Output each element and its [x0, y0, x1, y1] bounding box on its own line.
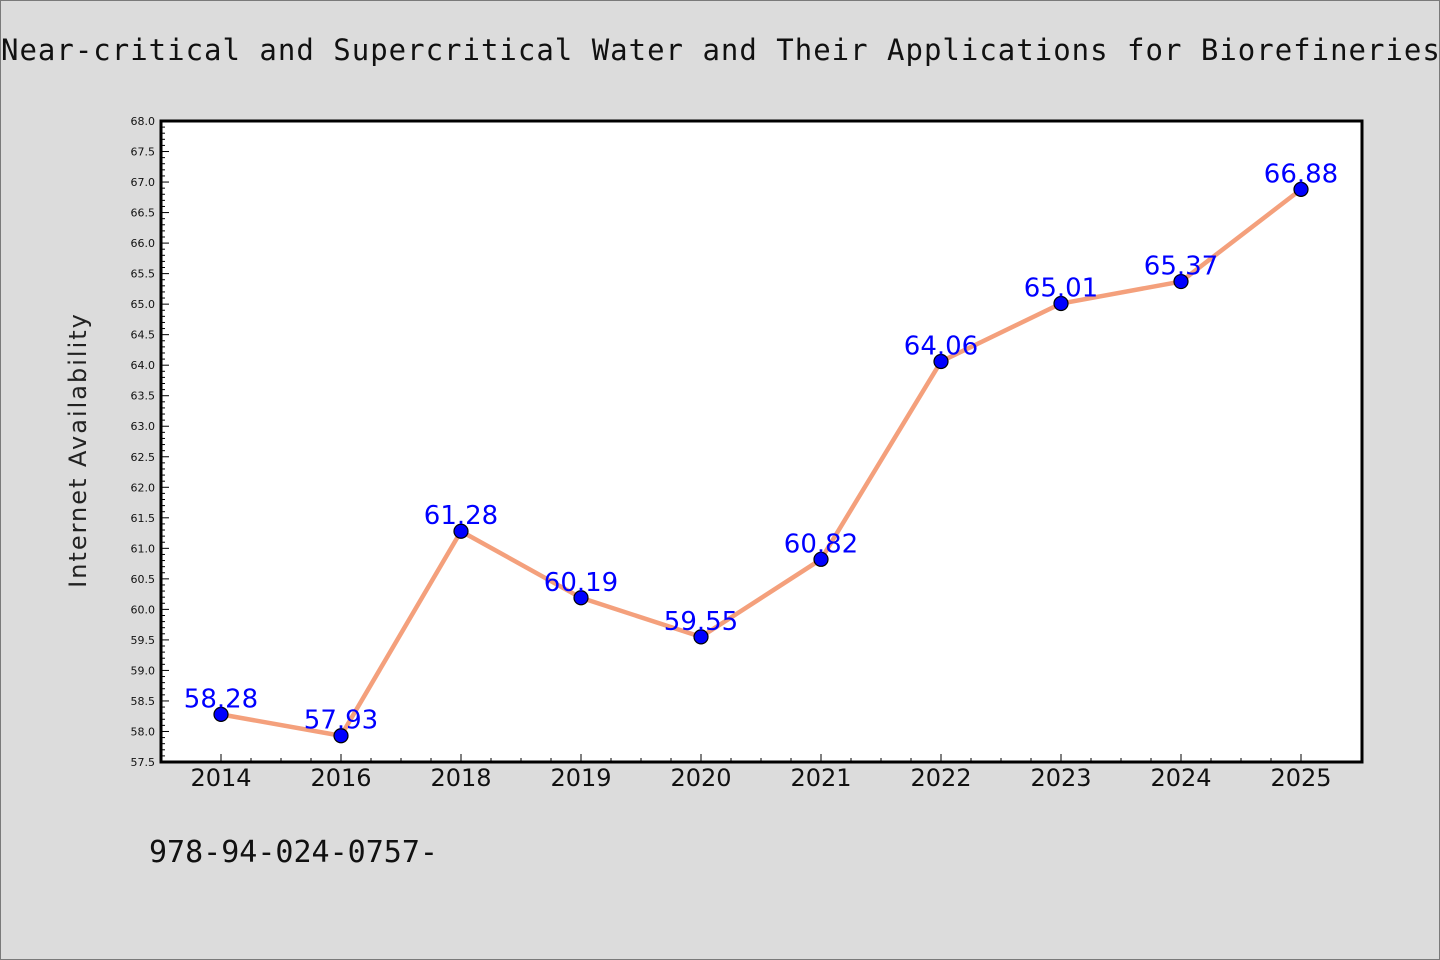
x-tick-label: 2025 — [1270, 764, 1331, 792]
data-point — [1293, 181, 1309, 197]
data-point — [933, 353, 949, 370]
data-label: 58.28 — [184, 684, 258, 714]
x-tick-label: 2020 — [670, 764, 731, 792]
y-tick-label: 63.0 — [131, 420, 156, 433]
chart-title: Near-critical and Supercritical Water an… — [1, 33, 1440, 67]
data-label: 65.37 — [1144, 252, 1218, 282]
data-label: 59.55 — [664, 607, 738, 637]
data-label: 57.93 — [304, 706, 378, 736]
y-tick-label: 57.5 — [131, 756, 156, 769]
y-tick-label: 67.5 — [131, 146, 156, 159]
y-tick-label: 62.0 — [131, 481, 156, 494]
y-tick-label: 65.5 — [131, 268, 156, 281]
data-label: 66.88 — [1264, 159, 1338, 189]
y-tick-label: 61.5 — [131, 512, 156, 525]
data-label: 65.01 — [1024, 274, 1098, 304]
data-point — [1053, 295, 1069, 312]
data-point — [453, 523, 469, 539]
data-point — [1173, 273, 1189, 290]
data-label: 60.19 — [544, 568, 618, 598]
x-tick-label: 2016 — [310, 764, 371, 792]
data-point — [693, 629, 709, 645]
series-line — [218, 187, 1304, 738]
y-tick-label: 61.0 — [131, 542, 156, 555]
data-label: 60.82 — [784, 529, 858, 559]
x-tick-label: 2014 — [190, 764, 251, 792]
y-tick-label: 65.0 — [131, 298, 156, 311]
data-point — [333, 728, 349, 744]
data-label: 64.06 — [904, 332, 978, 362]
data-label: 61.28 — [424, 501, 498, 531]
data-point — [813, 551, 829, 567]
y-tick-label: 64.5 — [131, 329, 156, 342]
x-tick-label: 2021 — [790, 764, 851, 792]
x-tick-label: 2023 — [1030, 764, 1091, 792]
y-tick-label: 64.0 — [131, 359, 156, 372]
y-tick-label: 59.5 — [131, 634, 156, 647]
plot-area — [161, 121, 1362, 762]
x-tick-label: 2018 — [430, 764, 491, 792]
y-tick-label: 66.5 — [131, 207, 156, 220]
y-tick-label: 60.0 — [131, 603, 156, 616]
y-tick-label: 63.5 — [131, 390, 156, 403]
y-tick-label: 58.5 — [131, 695, 156, 708]
y-tick-label: 58.0 — [131, 725, 156, 738]
y-tick-label: 62.5 — [131, 451, 156, 464]
footnote: 978-94-024-0757- — [149, 835, 438, 870]
y-tick-label: 60.5 — [131, 573, 156, 586]
data-point — [573, 590, 589, 606]
x-tick-label: 2019 — [550, 764, 611, 792]
x-tick-label: 2022 — [910, 764, 971, 792]
y-tick-label: 68.0 — [131, 115, 156, 128]
y-tick-label: 59.0 — [131, 664, 156, 677]
x-tick-label: 2024 — [1150, 764, 1211, 792]
y-tick-label: 67.0 — [131, 176, 156, 189]
data-point — [213, 706, 229, 722]
y-tick-label: 66.0 — [131, 237, 156, 250]
plot-frame — [159, 119, 1364, 764]
